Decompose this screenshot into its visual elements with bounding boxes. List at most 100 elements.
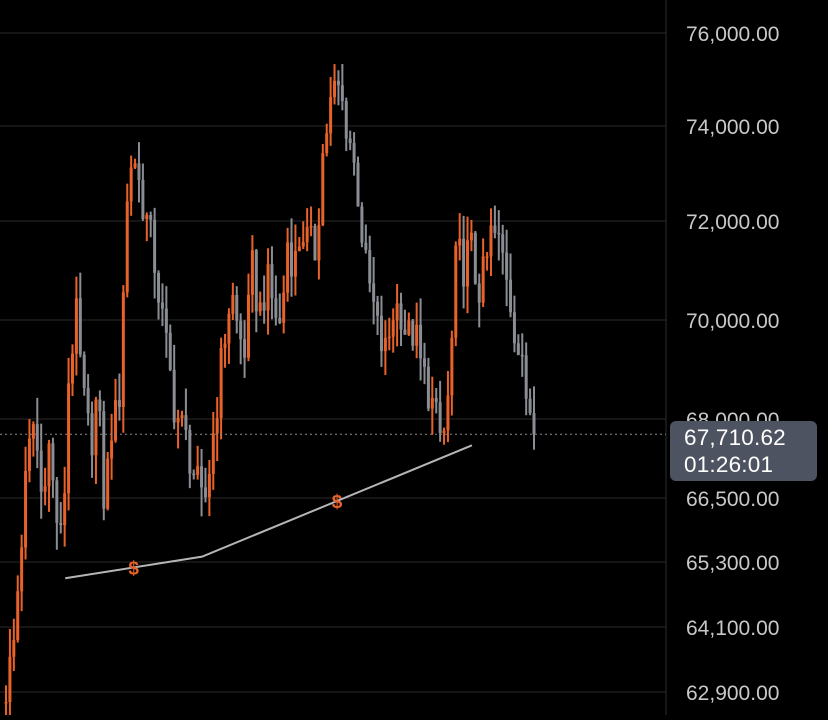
ohlc-bar-up	[391, 308, 395, 353]
ohlc-bar-down	[340, 63, 344, 111]
ohlc-bar-down	[160, 283, 164, 327]
ohlc-bar-up	[246, 273, 250, 362]
ohlc-bar-down	[497, 210, 501, 261]
ohlc-bar-down	[462, 215, 466, 309]
ohlc-bar-down	[172, 344, 176, 430]
ohlc-bar-down	[200, 448, 204, 517]
ohlc-bar-down	[477, 273, 481, 328]
ohlc-bar-down	[313, 223, 317, 261]
ohlc-bar-down	[419, 298, 423, 381]
ohlc-bar-down	[137, 142, 141, 203]
ohlc-bar-up	[395, 284, 399, 347]
ohlc-bar-down	[364, 224, 368, 254]
ohlc-bar-up	[43, 467, 47, 506]
ohlc-bar-up	[489, 208, 493, 276]
ohlc-bar-down	[403, 309, 407, 335]
ohlc-bar-down	[98, 390, 102, 427]
ohlc-bar-up	[317, 208, 321, 280]
ohlc-bar-down	[239, 313, 243, 365]
ohlc-bar-up	[27, 418, 31, 483]
ohlc-bar-up	[450, 330, 454, 416]
ohlc-bar-down	[509, 253, 513, 318]
current-price-value: 67,710.62	[684, 425, 786, 450]
ohlc-bar-up	[333, 64, 337, 105]
ohlc-bar-down	[376, 295, 380, 335]
ohlc-bar-up	[286, 227, 290, 302]
price-tick-label: 74,000.00	[686, 116, 779, 139]
ohlc-bar-down	[290, 218, 294, 297]
ohlc-bar-down	[336, 70, 340, 106]
ohlc-bar-up	[231, 282, 235, 321]
ohlc-bar-up	[223, 333, 227, 368]
ohlc-bar-up	[383, 320, 387, 375]
ohlc-bars	[4, 63, 536, 720]
ohlc-bar-up	[16, 575, 20, 643]
ohlc-bar-down	[188, 424, 192, 489]
candle-countdown: 01:26:01	[684, 452, 774, 477]
ohlc-bar-down	[372, 257, 376, 325]
ohlc-bar-down	[528, 388, 532, 416]
ohlc-bar-down	[434, 387, 438, 414]
ohlc-bar-down	[90, 401, 94, 478]
ohlc-bar-down	[59, 502, 63, 534]
trend-marker-dollar: $	[128, 558, 139, 579]
price-tick-label: 64,100.00	[686, 617, 779, 640]
ohlc-bar-down	[192, 469, 196, 480]
ohlc-bar-down	[426, 357, 430, 412]
ohlc-bar-up	[321, 144, 325, 227]
ohlc-bar-up	[20, 534, 24, 612]
ohlc-bar-up	[110, 413, 114, 480]
ohlc-bar-down	[153, 207, 157, 299]
ohlc-bar-down	[39, 423, 43, 519]
ohlc-bar-up	[305, 208, 309, 252]
price-tick-label: 72,000.00	[686, 211, 779, 234]
ohlc-bar-down	[35, 397, 39, 469]
ohlc-bar-up	[282, 275, 286, 334]
ohlc-bar-up	[196, 445, 200, 480]
ohlc-bar-down	[501, 224, 505, 275]
ohlc-bar-up	[442, 427, 446, 445]
price-axis-ticks: 76,000.0074,000.0072,000.0070,000.0068,0…	[686, 23, 779, 705]
ohlc-bar-up	[207, 460, 211, 517]
ohlc-bar-up	[67, 357, 71, 511]
ohlc-bar-down	[102, 400, 106, 521]
ohlc-bar-down	[524, 342, 528, 416]
ohlc-bar-up	[466, 216, 470, 314]
price-tick-label: 62,900.00	[686, 682, 779, 705]
ohlc-bar-up	[74, 276, 78, 376]
ohlc-bar-up	[211, 412, 215, 490]
ohlc-bar-up	[4, 685, 8, 720]
current-price-label: 67,710.62 01:26:01	[670, 421, 817, 481]
ohlc-bar-up	[293, 224, 297, 296]
ohlc-bar-up	[219, 337, 223, 440]
ohlc-bar-up	[329, 77, 333, 146]
ohlc-bar-up	[63, 466, 67, 547]
ohlc-bar-down	[55, 476, 59, 550]
ohlc-bar-up	[125, 183, 129, 298]
ohlc-bar-down	[270, 246, 274, 320]
support-trendline	[65, 444, 473, 580]
ohlc-bar-down	[344, 97, 348, 152]
ohlc-bar-up	[70, 344, 74, 396]
ohlc-bar-down	[532, 386, 536, 450]
ohlc-bar-down	[520, 333, 524, 377]
ohlc-bar-down	[399, 292, 403, 347]
ohlc-bar-down	[348, 130, 352, 151]
ohlc-bar-up	[415, 302, 419, 359]
ohlc-bar-down	[438, 380, 442, 442]
ohlc-bar-up	[309, 206, 313, 237]
ohlc-bar-up	[129, 155, 133, 216]
ohlc-bar-down	[82, 351, 86, 396]
ohlc-bar-down	[473, 230, 477, 285]
ohlc-bar-up	[31, 421, 35, 457]
ohlc-bar-down	[379, 295, 383, 367]
ohlc-bar-up	[469, 219, 473, 252]
ohlc-bar-down	[278, 293, 282, 325]
ohlc-bar-down	[78, 272, 82, 358]
ohlc-bar-up	[325, 123, 329, 157]
ohlc-bar-down	[184, 388, 188, 441]
ohlc-bar-down	[168, 324, 172, 372]
ohlc-bar-up	[458, 213, 462, 261]
